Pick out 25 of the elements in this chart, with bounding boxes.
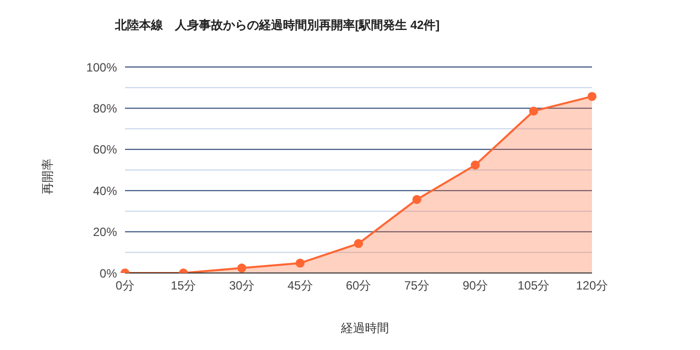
y-tick-label: 0% (100, 266, 118, 280)
point (529, 106, 538, 116)
x-tick-label: 0分 (116, 278, 134, 293)
x-tick-label: 45分 (287, 278, 313, 293)
chart-title: 北陸本線 人身事故からの経過時間別再開率[駅間発生 42件] (115, 17, 440, 34)
point (237, 264, 246, 273)
y-axis-title: 再開率 (40, 158, 56, 196)
x-axis-title: 経過時間 (340, 320, 390, 337)
y-tick-label: 40% (92, 184, 118, 198)
point (588, 92, 596, 101)
x-tick-label: 75分 (404, 278, 430, 293)
x-tick-label: 15分 (170, 278, 196, 293)
y-tick-label: 100% (86, 60, 118, 74)
x-tick-label: 105分 (518, 278, 550, 293)
y-tick-label: 20% (92, 225, 118, 240)
x-tick-label: 60分 (346, 278, 372, 293)
x-tick-label: 120分 (576, 278, 608, 293)
point (354, 239, 363, 248)
x-tick-label: 30分 (229, 278, 254, 293)
y-tick-label: 80% (92, 101, 118, 116)
point (470, 160, 480, 170)
y-tick-label: 60% (92, 142, 118, 157)
point (412, 194, 422, 204)
point (296, 258, 305, 268)
x-tick-label: 90分 (462, 278, 488, 293)
